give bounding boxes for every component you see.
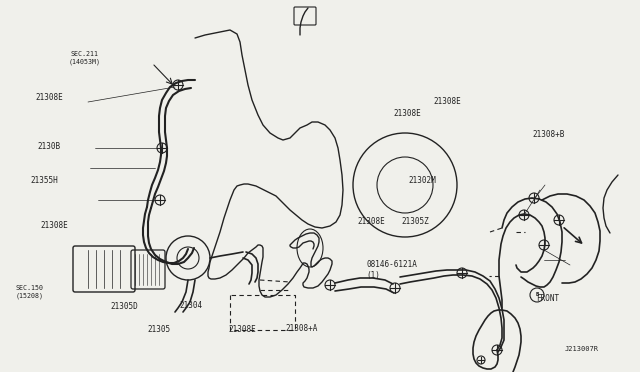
- Text: 21305: 21305: [147, 325, 170, 334]
- Circle shape: [530, 288, 544, 302]
- Text: 21308E: 21308E: [35, 93, 63, 102]
- Text: 21308E: 21308E: [357, 217, 385, 226]
- Text: 21308E: 21308E: [394, 109, 421, 118]
- Text: SEC.150
(15208): SEC.150 (15208): [16, 285, 44, 299]
- Text: 21308E: 21308E: [434, 97, 461, 106]
- Text: B: B: [536, 292, 539, 298]
- Text: J213007R: J213007R: [564, 346, 598, 352]
- Text: 21308+A: 21308+A: [286, 324, 318, 333]
- Text: 21304: 21304: [179, 301, 202, 310]
- Text: 21305D: 21305D: [111, 302, 139, 311]
- Text: 08146-6121A
(1): 08146-6121A (1): [366, 260, 417, 280]
- Text: 21305Z: 21305Z: [402, 217, 429, 226]
- Text: 21355H: 21355H: [31, 176, 58, 185]
- Text: 21308E: 21308E: [40, 221, 68, 230]
- Text: SEC.211
(14053M): SEC.211 (14053M): [68, 51, 100, 65]
- Text: 21308+B: 21308+B: [532, 130, 565, 139]
- Text: 21302M: 21302M: [408, 176, 436, 185]
- Text: 2130B: 2130B: [37, 142, 60, 151]
- Text: 21308E: 21308E: [228, 325, 256, 334]
- Text: FRONT: FRONT: [536, 294, 559, 303]
